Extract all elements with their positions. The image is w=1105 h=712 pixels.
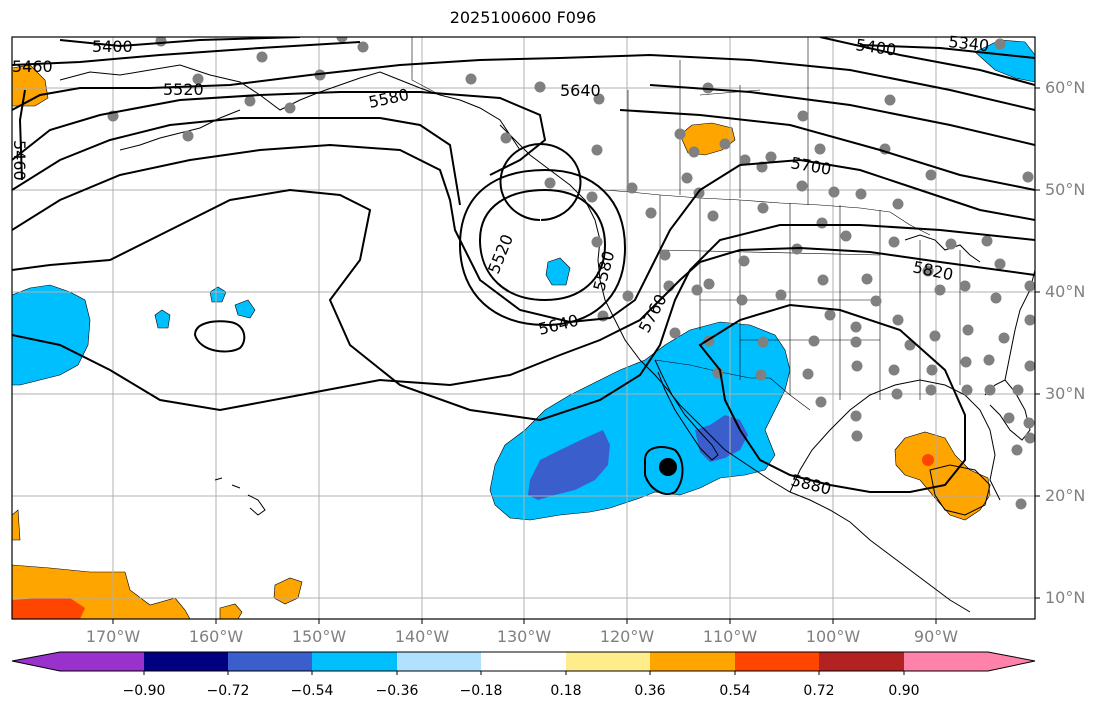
colorbar-max-arrow — [988, 652, 1035, 671]
contour-label: 5460 — [10, 140, 29, 181]
colorbar-tick-label: 0.18 — [550, 683, 582, 699]
small-closed-low — [193, 320, 246, 353]
grid-lines — [12, 37, 1035, 619]
lat-label: 10°N — [1045, 588, 1086, 607]
lon-label: 120°W — [599, 627, 655, 646]
contour-5400 — [59, 37, 1035, 59]
colorbar-segment — [397, 652, 481, 671]
lat-label: 50°N — [1045, 180, 1086, 199]
colorbar-tick-label: −0.54 — [290, 683, 334, 699]
aleutians — [119, 109, 241, 151]
colorbar-tick-label: 0.54 — [719, 683, 751, 699]
canada-province-lines — [627, 37, 809, 205]
contour-label: 5700 — [789, 153, 832, 179]
contour-label: 5520 — [484, 232, 517, 277]
colorbar-segment — [735, 652, 819, 671]
negative-anomaly-small4 — [545, 257, 571, 286]
alaska-coast — [59, 64, 521, 151]
negative-anomaly-small2 — [209, 286, 227, 303]
lon-label: 110°W — [702, 627, 758, 646]
contour-label: 5400 — [854, 35, 897, 59]
lon-label: 130°W — [496, 627, 552, 646]
contour-5640 — [12, 109, 1035, 206]
us-canada-border — [604, 189, 931, 236]
map-title: 2025100600 F096 — [449, 8, 597, 27]
lon-label: 160°W — [188, 627, 244, 646]
west-coast — [594, 219, 971, 613]
contour-label: 5400 — [92, 37, 133, 56]
contour-label: 5820 — [911, 257, 955, 284]
colorbar-tick-label: −0.72 — [206, 683, 250, 699]
baja — [654, 359, 719, 461]
colorbar-segment — [819, 652, 904, 671]
negative-anomaly-west — [12, 284, 91, 386]
contour-5520 — [12, 53, 1035, 111]
upper-low-ring1 — [499, 143, 582, 221]
colorbar-segment — [60, 652, 144, 671]
colorbar-segment — [144, 652, 228, 671]
lat-label: 30°N — [1045, 384, 1086, 403]
positive-anomaly-small2 — [219, 603, 243, 619]
strong-negative-anomaly-gulf — [695, 415, 748, 462]
colorbar-segment — [650, 652, 735, 671]
colorbar-segment — [566, 652, 650, 671]
colorbar-tick-label: 0.90 — [888, 683, 920, 699]
cyclone-contour — [644, 446, 684, 495]
colorbar-segment — [904, 652, 988, 671]
contour-label: 5580 — [590, 249, 619, 293]
colorbar — [11, 651, 1036, 675]
colorbar-outline — [11, 651, 1036, 672]
cyclone-center-marker — [659, 458, 677, 476]
contour-labels: 5400 5460 5520 5580 5640 5700 5760 5820 … — [10, 32, 990, 499]
colorbar-tick-label: −0.90 — [122, 683, 166, 699]
yucatan — [929, 464, 991, 516]
contour-5700 — [12, 143, 1035, 324]
contour-label: 5340 — [948, 32, 990, 55]
upper-low-ring2 — [478, 188, 607, 302]
contour-label: 5640 — [560, 81, 601, 100]
strong-positive-anomaly-sw — [12, 598, 85, 619]
positive-anomaly-small3 — [12, 509, 21, 541]
contour-label: 5460 — [12, 57, 53, 76]
colorbar-tick-label: 0.72 — [803, 683, 835, 699]
contour-5460-west — [12, 41, 361, 181]
colorbar-segment — [312, 652, 397, 671]
positive-anomaly-small1 — [273, 577, 303, 605]
contour-label: 5580 — [367, 85, 411, 112]
lon-label: 170°W — [85, 627, 141, 646]
negative-anomaly-ne — [974, 39, 1035, 83]
axis-ticks — [112, 87, 1040, 624]
strong-negative-anomaly — [528, 430, 610, 500]
positive-anomaly-gulf — [894, 431, 991, 521]
alaska-border — [411, 37, 441, 96]
negative-anomaly-small3 — [234, 299, 256, 319]
contour-5820 — [12, 246, 1035, 412]
lat-label: 20°N — [1045, 486, 1086, 505]
positive-anomaly-gulf-core — [922, 454, 934, 466]
lon-label: 150°W — [291, 627, 347, 646]
lat-label: 40°N — [1045, 282, 1086, 301]
colorbar-ticks — [143, 671, 905, 675]
contour-label: 5520 — [163, 80, 204, 99]
colorbar-segment — [228, 652, 312, 671]
colorbar-tick-label: −0.36 — [375, 683, 419, 699]
contour-5460-east — [819, 37, 1035, 86]
negative-anomaly-small1 — [154, 309, 171, 329]
great-lakes — [904, 234, 981, 263]
lon-label: 90°W — [913, 627, 959, 646]
colorbar-tick-label: −0.18 — [459, 683, 503, 699]
height-contours — [12, 37, 1035, 495]
lon-label: 100°W — [805, 627, 861, 646]
contour-5880 — [698, 303, 966, 493]
colorbar-tick-label: 0.36 — [634, 683, 666, 699]
coastlines — [59, 64, 1035, 613]
hawaii — [214, 477, 266, 516]
colorbar-segment — [481, 652, 566, 671]
colorbar-min-arrow — [12, 652, 60, 671]
lon-label: 140°W — [394, 627, 450, 646]
lat-label: 60°N — [1045, 78, 1086, 97]
contour-5760 — [12, 188, 1035, 422]
upper-low-ring3 — [458, 168, 627, 327]
